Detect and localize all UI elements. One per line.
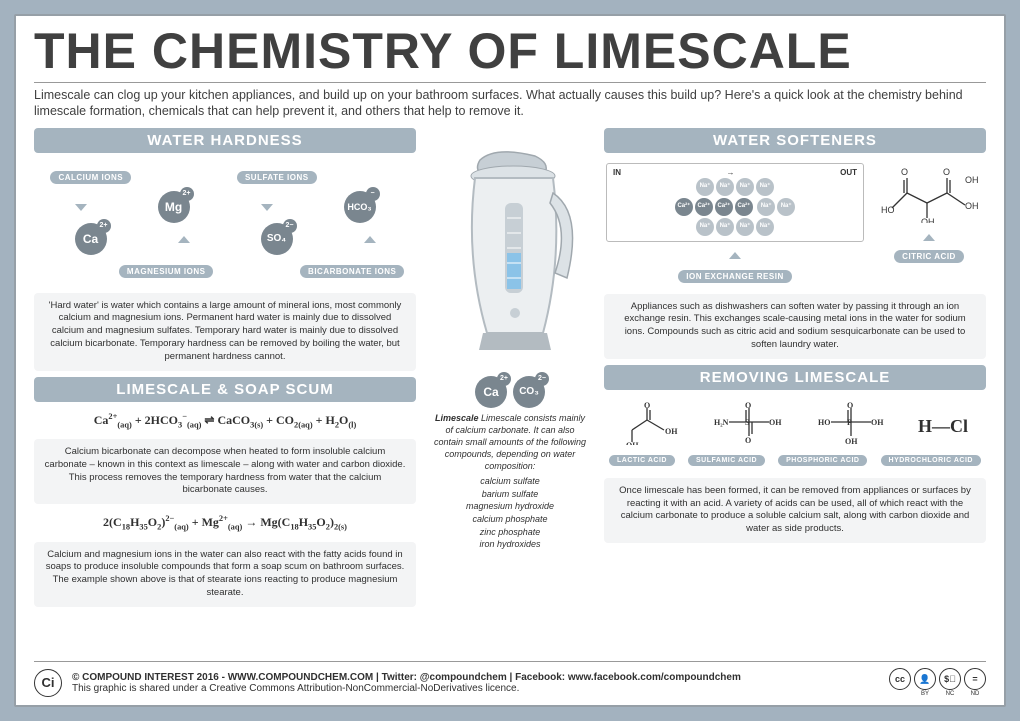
- hardness-text: 'Hard water' is water which contains a l…: [44, 300, 406, 364]
- svg-text:S: S: [745, 418, 750, 427]
- compound-list: calcium sulfate barium sulfate magnesium…: [466, 475, 554, 551]
- calcium-label: CALCIUM IONS: [50, 171, 131, 184]
- resin-label: ION EXCHANGE RESIN: [678, 270, 791, 283]
- so4-ion: SO₄2−: [261, 223, 293, 255]
- limescale-caption: Limescale Limescale consists mainly of c…: [430, 412, 590, 473]
- scum-text1-panel: Calcium bicarbonate can decompose when h…: [34, 439, 416, 504]
- page-title: THE CHEMISTRY OF LIMESCALE: [34, 26, 986, 76]
- hardness-text-panel: 'Hard water' is water which contains a l…: [34, 293, 416, 371]
- removing-header: REMOVING LIMESCALE: [604, 365, 986, 390]
- ci-logo: Ci: [34, 669, 62, 697]
- ca-ion-mid: Ca2+: [475, 376, 507, 408]
- sulfamic-acid: H₂N O O OH S: [714, 400, 784, 447]
- citric-label: CITRIC ACID: [894, 250, 964, 263]
- right-column: WATER SOFTENERS IN→ OUT Na⁺Na⁺Na⁺Na⁺ Ca²…: [604, 128, 986, 656]
- nc-icon: $⃠: [939, 668, 961, 690]
- svg-text:OH: OH: [921, 217, 935, 223]
- svg-text:OH: OH: [965, 175, 979, 185]
- softeners-header: WATER SOFTENERS: [604, 128, 986, 153]
- footer-line2: This graphic is shared under a Creative …: [72, 683, 879, 694]
- left-column: WATER HARDNESS CALCIUM IONS SULFATE IONS…: [34, 128, 416, 656]
- middle-column: Ca2+ CO₃2− Limescale Limescale consists …: [430, 128, 590, 656]
- svg-text:OH: OH: [845, 437, 858, 445]
- svg-text:OH: OH: [871, 418, 884, 427]
- scum-header: LIMESCALE & SOAP SCUM: [34, 377, 416, 402]
- ion-diagram: CALCIUM IONS SULFATE IONS Mg2+ HCO₃− Ca2…: [34, 159, 416, 287]
- co3-ion-mid: CO₃2−: [513, 376, 545, 408]
- removing-text: Once limescale has been formed, it can b…: [614, 485, 976, 536]
- phosphoric-acid: HO O OH OH P: [816, 400, 886, 447]
- svg-text:HO: HO: [881, 205, 895, 215]
- by-icon: 👤: [914, 668, 936, 690]
- columns: WATER HARDNESS CALCIUM IONS SULFATE IONS…: [34, 128, 986, 656]
- svg-text:P: P: [847, 418, 852, 427]
- svg-text:O: O: [847, 401, 853, 410]
- mg-ion: Mg2+: [158, 191, 190, 223]
- ion-exchange-box: IN→ OUT Na⁺Na⁺Na⁺Na⁺ Ca²⁺Ca²⁺Ca²⁺Ca²⁺ Na…: [606, 163, 864, 242]
- acid-structures: O OH OH H₂N O O OH S: [604, 396, 986, 449]
- softener-diagram: IN→ OUT Na⁺Na⁺Na⁺Na⁺ Ca²⁺Ca²⁺Ca²⁺Ca²⁺ Na…: [604, 159, 986, 288]
- scum-text1: Calcium bicarbonate can decompose when h…: [44, 446, 406, 497]
- nd-icon: =: [964, 668, 986, 690]
- footer: Ci © COMPOUND INTEREST 2016 - WWW.COMPOU…: [34, 661, 986, 697]
- svg-text:OH: OH: [626, 441, 639, 445]
- equation-2: 2(C18H35O2)2−(aq) + Mg2+(aq) → Mg(C18H35…: [34, 510, 416, 535]
- svg-text:OH: OH: [769, 418, 782, 427]
- sulfate-label: SULFATE IONS: [237, 171, 317, 184]
- svg-text:OH: OH: [665, 427, 678, 436]
- lactic-acid: O OH OH: [622, 400, 682, 447]
- equation-1: Ca2+(aq) + 2HCO3−(aq) ⇌ CaCO3(s) + CO2(a…: [34, 408, 416, 433]
- hardness-header: WATER HARDNESS: [34, 128, 416, 153]
- svg-text:O: O: [745, 436, 751, 445]
- magnesium-label: MAGNESIUM IONS: [119, 265, 214, 278]
- hcl: H—Cl: [918, 416, 968, 447]
- svg-text:H₂N: H₂N: [714, 418, 729, 427]
- acid-labels: LACTIC ACID SULFAMIC ACID PHOSPHORIC ACI…: [604, 455, 986, 466]
- footer-line1: © COMPOUND INTEREST 2016 - WWW.COMPOUNDC…: [72, 672, 879, 683]
- cc-badges: cc 👤BY $⃠NC =ND: [889, 668, 986, 697]
- bicarbonate-label: BICARBONATE IONS: [300, 265, 404, 278]
- svg-text:O: O: [644, 401, 650, 410]
- svg-text:HO: HO: [818, 418, 830, 427]
- subtitle: Limescale can clog up your kitchen appli…: [34, 87, 986, 120]
- scum-text2-panel: Calcium and magnesium ions in the water …: [34, 542, 416, 607]
- svg-text:O: O: [745, 401, 751, 410]
- hco3-ion: HCO₃−: [344, 191, 376, 223]
- cc-icon: cc: [889, 668, 911, 690]
- kettle-icon: [435, 138, 585, 358]
- ca-ion: Ca2+: [75, 223, 107, 255]
- citric-acid-structure: HO O O OH OH OH CITRIC ACID: [874, 163, 984, 264]
- limescale-ions: Ca2+ CO₃2−: [475, 376, 545, 408]
- svg-text:OH: OH: [965, 201, 979, 211]
- svg-text:O: O: [901, 167, 908, 177]
- svg-text:O: O: [943, 167, 950, 177]
- softeners-text-panel: Appliances such as dishwashers can softe…: [604, 294, 986, 359]
- divider: [34, 82, 986, 83]
- removing-text-panel: Once limescale has been formed, it can b…: [604, 478, 986, 543]
- softeners-text: Appliances such as dishwashers can softe…: [614, 301, 976, 352]
- infographic-container: THE CHEMISTRY OF LIMESCALE Limescale can…: [14, 14, 1006, 707]
- scum-text2: Calcium and magnesium ions in the water …: [44, 549, 406, 600]
